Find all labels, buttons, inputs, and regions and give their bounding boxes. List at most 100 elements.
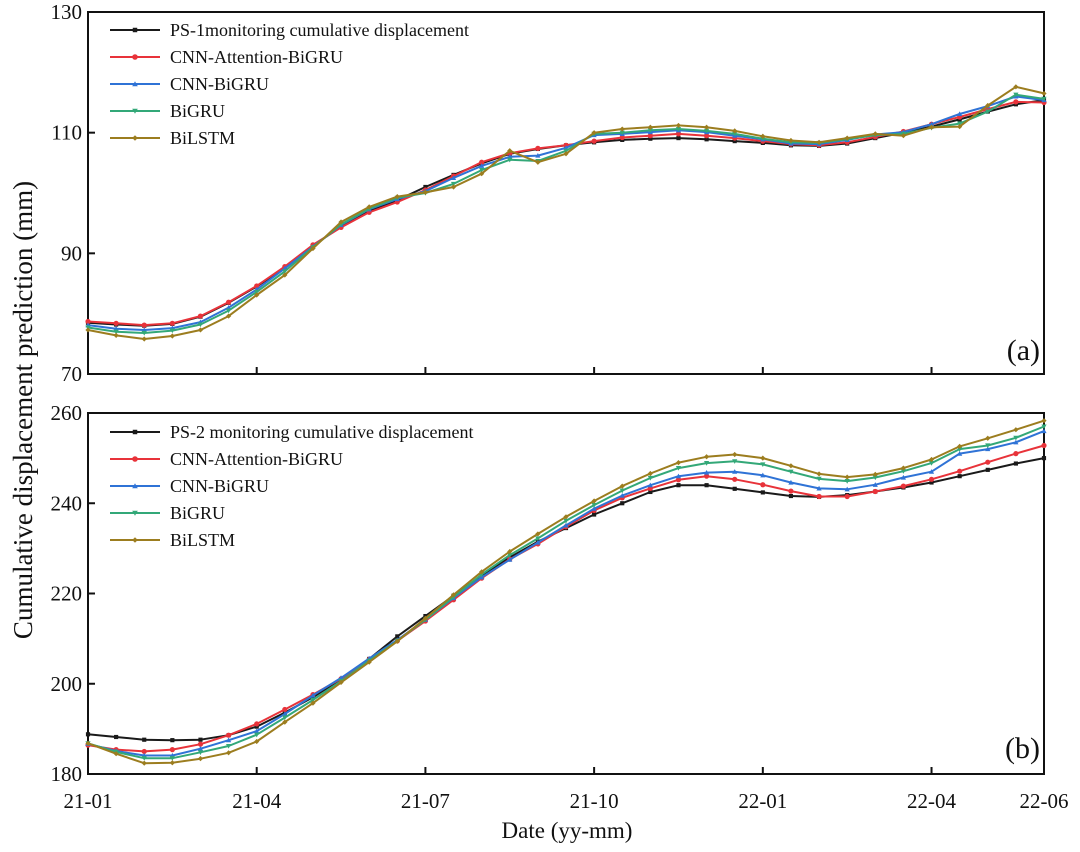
panel-b-legend-label: BiLSTM	[170, 530, 235, 550]
panel-b-data-point	[535, 539, 541, 545]
panel-a-data-point	[450, 175, 457, 180]
panel-b-data-point	[563, 518, 569, 524]
panel-b-data-point	[872, 471, 878, 477]
panel-b-data-point	[788, 493, 794, 499]
panel-b-series-bigru	[85, 424, 1047, 761]
panel-b-data-point	[703, 461, 710, 466]
panel-b-data-point	[676, 483, 681, 488]
panel-a-data-point	[591, 138, 597, 144]
panel-b-data-point	[282, 706, 288, 713]
panel-a-data-point	[282, 272, 288, 278]
panel-a-ytick-label: 110	[51, 121, 82, 145]
panel-b-data-point	[591, 498, 597, 504]
panel-b-data-point	[732, 451, 738, 458]
x-tick-label: 21-07	[401, 789, 450, 813]
panel-b-data-point	[1013, 435, 1019, 441]
panel-b-data-point	[141, 756, 147, 761]
panel-b-data-point	[450, 592, 457, 598]
panel-b-data-point	[254, 721, 260, 727]
panel-b-data-point	[844, 486, 850, 492]
panel-b-data-point	[816, 485, 822, 491]
panel-a-legend-marker	[132, 135, 138, 141]
panel-b-data-point	[169, 756, 175, 761]
panel-b-data-point	[703, 473, 710, 479]
panel-b-data-point	[507, 557, 513, 562]
panel-a-data-point	[619, 134, 625, 141]
panel-b-legend-label: PS-2 monitoring cumulative displacement	[170, 422, 473, 442]
panel-b-data-point	[844, 479, 850, 484]
panel-b-legend-item: CNN-BiGRU	[110, 476, 269, 496]
panel-b-ytick-label: 240	[51, 491, 83, 515]
panel-a-data-point	[816, 139, 822, 145]
panel-a-data-point	[535, 159, 541, 165]
panel-a-data-point	[704, 137, 709, 142]
panel-a-legend-label: CNN-BiGRU	[170, 74, 269, 94]
panel-b-data-point	[254, 728, 260, 734]
panel-b-data-point	[788, 469, 794, 475]
panel-a-data-point	[141, 322, 147, 328]
panel-b-data-point	[788, 479, 794, 485]
panel-b-data-point	[928, 476, 935, 482]
panel-a-data-point	[169, 328, 175, 334]
panel-b-data-point	[535, 531, 541, 537]
x-tick-label: 22-04	[907, 789, 956, 813]
panel-b-data-point	[85, 732, 91, 737]
panel-a-data-point	[563, 148, 569, 154]
panel-b-legend-label: CNN-BiGRU	[170, 476, 269, 496]
panel-b-data-point	[788, 488, 794, 494]
panel-a-data-point	[1041, 90, 1047, 97]
panel-b-ytick-label: 220	[51, 582, 83, 606]
panel-a-data-point	[169, 333, 175, 339]
panel-b-data-point	[675, 460, 682, 466]
panel-b-data-point	[169, 760, 175, 766]
panel-a-data-point	[928, 124, 935, 130]
panel-b-data-point	[957, 468, 963, 474]
panel-b-legend-label: BiGRU	[170, 503, 225, 523]
panel-b-data-point	[928, 456, 935, 463]
panel-b-legend-item: PS-2 monitoring cumulative displacement	[110, 422, 473, 442]
panel-b-data-point	[703, 469, 710, 475]
panel-b-data-point	[704, 483, 709, 488]
panel-a-data-point	[225, 299, 232, 305]
panel-a-data-point	[957, 124, 963, 130]
panel-a-data-point	[479, 159, 485, 165]
panel-b-data-point	[647, 475, 653, 481]
panel-b-data-point	[114, 734, 119, 740]
panel-b-data-point	[760, 462, 766, 468]
x-tick-label: 22-01	[738, 789, 787, 813]
panel-b-data-point	[872, 475, 878, 481]
panel-b-data-point	[1041, 424, 1047, 430]
panel-a-data-point	[169, 320, 175, 326]
x-tick-label: 21-04	[232, 789, 281, 813]
panel-a-data-point	[423, 184, 428, 190]
panel-b-data-point	[929, 480, 934, 485]
panel-a-data-point	[507, 157, 513, 163]
panel-a-ticks: 70 90 110 130	[51, 0, 1045, 386]
panel-a-ytick-label: 130	[51, 0, 83, 24]
panel-a-data-point	[760, 136, 766, 142]
panel-b-data-point	[900, 469, 907, 474]
panel-a-data-point	[479, 171, 485, 177]
panel-b-data-point	[760, 472, 766, 478]
panel-b-data-point	[535, 536, 541, 542]
panel-a-legend-label: BiLSTM	[170, 128, 235, 148]
panel-a-data-point	[732, 131, 738, 137]
panel-b-data-point	[703, 454, 710, 460]
panel-b-data-point	[563, 522, 569, 528]
panel-a-legend-item: BiGRU	[110, 101, 225, 121]
panel-a-data-point	[732, 139, 737, 144]
panel-a-tag: (a)	[1007, 334, 1040, 367]
x-axis-label: Date (yy-mm)	[502, 818, 633, 843]
panel-b-data-point	[647, 470, 653, 477]
panel-b-data-point	[225, 737, 232, 743]
panel-b-legend-item: BiGRU	[110, 503, 225, 523]
panel-a-legend-item: PS-1monitoring cumulative displacement	[110, 20, 469, 40]
panel-b-data-point	[1041, 418, 1047, 424]
panel-b-data-point	[225, 732, 232, 738]
panel-a-plot-area	[87, 11, 1045, 375]
panel-a-data-point	[957, 121, 963, 127]
panel-a-data-point	[648, 136, 653, 141]
panel-a-data-point	[900, 133, 907, 139]
panel-a-data-point	[676, 136, 681, 141]
panel-a-data-point	[1013, 99, 1019, 105]
